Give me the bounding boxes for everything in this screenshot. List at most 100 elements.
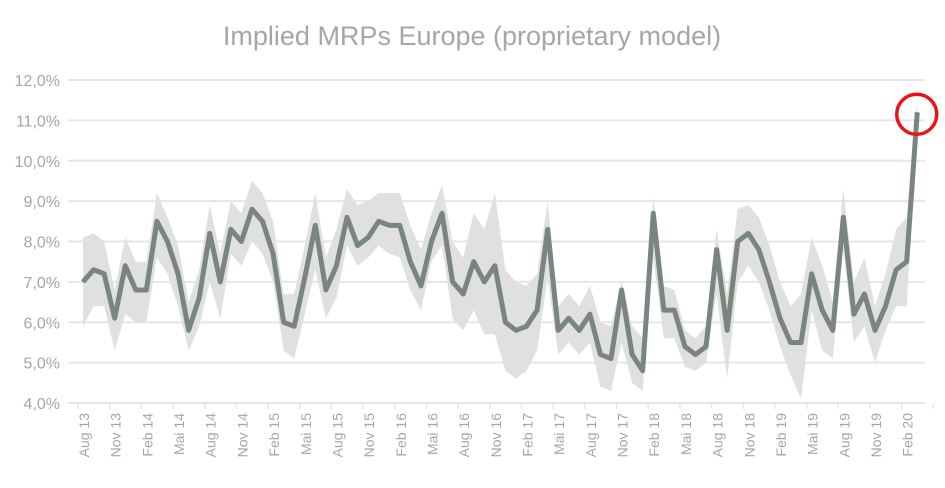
x-tick-label: Aug 19 xyxy=(836,413,852,458)
x-tick-label: Nov 18 xyxy=(741,413,757,458)
data-point xyxy=(166,241,168,242)
x-tick-label: Nov 15 xyxy=(361,413,377,458)
data-point xyxy=(610,358,612,360)
data-point xyxy=(874,329,876,331)
data-point xyxy=(124,265,126,267)
data-point xyxy=(388,224,390,226)
data-point xyxy=(832,329,834,331)
data-point xyxy=(177,273,179,275)
x-tick-label: Mai 19 xyxy=(805,413,821,455)
x-tick-label: Mai 17 xyxy=(551,413,567,455)
chart-title: Implied MRPs Europe (proprietary model) xyxy=(223,21,721,51)
data-point xyxy=(515,329,517,331)
x-axis: Aug 13 Nov 13 Feb 14 Mai 14 Aug 14 Nov 14 Feb … xyxy=(76,403,935,458)
data-point xyxy=(145,289,147,291)
data-point xyxy=(779,317,781,319)
data-point xyxy=(272,253,274,255)
data-point xyxy=(114,317,116,319)
data-point xyxy=(103,273,105,275)
data-point xyxy=(568,317,570,319)
data-point xyxy=(863,293,865,295)
x-tick-label: Mai 14 xyxy=(171,413,187,455)
data-point xyxy=(462,293,464,295)
data-point xyxy=(895,269,897,271)
data-points xyxy=(82,111,918,372)
data-point xyxy=(293,325,295,327)
data-point xyxy=(684,345,686,347)
x-tick-label: Mai 16 xyxy=(424,413,440,455)
x-tick-label: Aug 13 xyxy=(76,413,92,458)
data-point xyxy=(314,224,316,226)
data-point xyxy=(156,220,158,222)
x-tick-label: Aug 18 xyxy=(710,413,726,458)
x-tick-label: Feb 19 xyxy=(773,413,789,457)
data-point xyxy=(673,309,675,311)
data-point xyxy=(578,329,580,331)
data-point xyxy=(768,281,770,283)
x-tick-label: Feb 20 xyxy=(900,413,916,457)
y-tick-label: 5,0% xyxy=(24,356,60,373)
data-point xyxy=(589,313,591,315)
data-point xyxy=(230,228,232,230)
y-tick-label: 11,0% xyxy=(16,113,60,130)
x-tick-label: Aug 14 xyxy=(203,413,219,458)
data-point xyxy=(737,241,739,242)
data-point xyxy=(747,232,749,234)
data-point xyxy=(652,212,654,214)
x-tick-label: Nov 17 xyxy=(615,413,631,458)
x-tick-label: Nov 14 xyxy=(234,413,250,458)
x-tick-label: Mai 18 xyxy=(678,413,694,455)
data-point xyxy=(716,249,718,251)
data-point xyxy=(599,354,601,356)
data-point xyxy=(494,265,496,267)
data-point xyxy=(811,273,813,275)
data-point xyxy=(526,325,528,327)
x-tick-label: Aug 17 xyxy=(583,413,599,458)
data-point xyxy=(325,289,327,291)
data-point xyxy=(705,345,707,347)
y-tick-label: 4,0% xyxy=(24,396,60,413)
data-point xyxy=(800,341,802,343)
x-tick-label: Aug 15 xyxy=(329,413,345,458)
data-point xyxy=(758,249,760,251)
data-point xyxy=(557,329,559,331)
data-point xyxy=(842,216,844,218)
y-tick-label: 12,0% xyxy=(15,73,60,90)
data-point xyxy=(409,261,411,263)
data-point xyxy=(283,321,285,323)
data-point xyxy=(906,261,908,263)
data-point xyxy=(240,241,242,242)
data-point xyxy=(536,309,538,311)
data-point xyxy=(93,269,95,271)
x-tick-label: Aug 16 xyxy=(456,413,472,458)
data-point xyxy=(188,329,190,331)
data-point xyxy=(135,289,137,291)
x-tick-label: Mai 15 xyxy=(298,413,314,455)
data-point xyxy=(219,281,221,283)
data-point xyxy=(251,208,253,210)
data-point xyxy=(916,111,918,113)
data-point xyxy=(663,309,665,311)
data-point xyxy=(642,370,644,372)
data-point xyxy=(420,285,422,287)
data-point xyxy=(790,341,792,343)
data-point xyxy=(378,220,380,222)
highlight-circle xyxy=(894,92,939,137)
data-point xyxy=(335,265,337,267)
data-point xyxy=(473,261,475,263)
x-tick-label: Nov 16 xyxy=(488,413,504,458)
data-point xyxy=(430,241,432,242)
y-tick-label: 7,0% xyxy=(24,275,60,292)
data-point xyxy=(399,224,401,226)
data-point xyxy=(346,216,348,218)
data-point xyxy=(441,212,443,214)
y-tick-label: 8,0% xyxy=(24,235,60,252)
data-point xyxy=(821,309,823,311)
data-point xyxy=(262,220,264,222)
data-point xyxy=(367,236,369,238)
data-point xyxy=(82,281,84,283)
y-tick-label: 9,0% xyxy=(24,194,60,211)
data-point xyxy=(504,321,506,323)
data-point xyxy=(885,305,887,307)
